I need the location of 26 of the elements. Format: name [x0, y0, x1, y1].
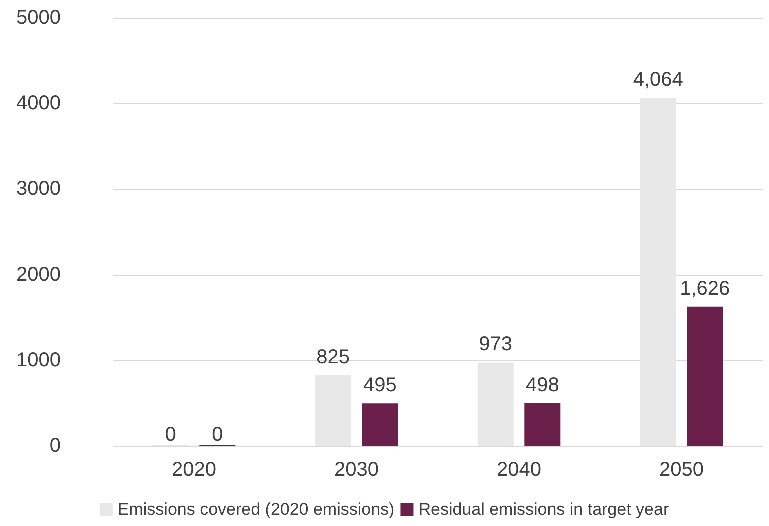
legend-label: Residual emissions in target year [418, 500, 670, 519]
y-tick-label: 2000 [16, 264, 61, 286]
y-tick-label: 4000 [16, 92, 61, 115]
data-label: 498 [526, 374, 560, 396]
bar [687, 306, 724, 446]
y-tick-label: 3000 [16, 178, 61, 200]
legend-label: Emissions covered (2020 emissions) [118, 500, 395, 519]
data-label: 0 [212, 424, 224, 446]
bar [478, 362, 514, 446]
x-tick-label: 2030 [334, 459, 379, 481]
data-label: 973 [479, 334, 513, 356]
x-tick-label: 2050 [660, 459, 704, 481]
x-tick-label: 2020 [172, 459, 216, 481]
y-tick-label: 0 [50, 435, 61, 457]
bar [524, 403, 561, 446]
bar [315, 375, 352, 446]
y-tick-label: 5000 [16, 7, 61, 29]
y-tick-label: 1000 [16, 349, 61, 372]
bar [362, 404, 398, 446]
bar [640, 98, 676, 446]
data-label: 1,626 [680, 278, 730, 300]
data-label: 825 [316, 346, 350, 368]
data-label: 495 [363, 374, 397, 397]
data-label: 4,064 [633, 69, 684, 92]
x-tick-label: 2040 [497, 459, 542, 481]
data-label: 0 [165, 424, 176, 446]
